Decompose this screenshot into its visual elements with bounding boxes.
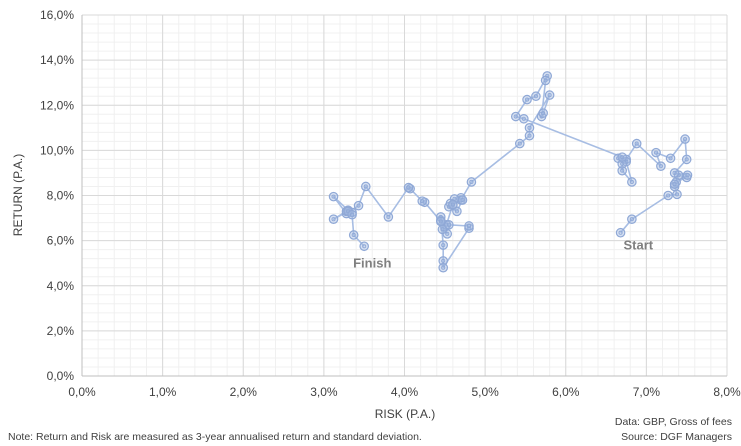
y-tick-label: 16,0% — [40, 8, 74, 22]
data-point — [328, 191, 339, 202]
source-label: Source: DGF Managers — [621, 431, 732, 443]
data-point — [359, 241, 369, 252]
data-point — [681, 154, 692, 165]
data-point — [663, 190, 673, 201]
data-point — [524, 123, 535, 133]
x-tick-label: 0,0% — [68, 385, 96, 399]
y-tick-label: 2,0% — [47, 324, 75, 338]
data-point — [519, 113, 529, 124]
data-point — [457, 195, 468, 205]
data-point — [444, 220, 454, 230]
x-tick-label: 8,0% — [713, 385, 741, 399]
data-point — [669, 168, 680, 178]
y-tick-label: 0,0% — [47, 369, 75, 383]
data-point — [347, 209, 357, 220]
data-point — [631, 138, 642, 149]
y-tick-label: 4,0% — [47, 279, 75, 293]
data-point — [438, 262, 448, 273]
data-point — [669, 179, 680, 190]
x-tick-label: 2,0% — [230, 385, 258, 399]
y-axis-title: RETURN (P.A.) — [11, 154, 25, 236]
data-point — [617, 152, 627, 162]
annotations: Start Finish — [353, 238, 654, 271]
x-tick-label: 4,0% — [391, 385, 419, 399]
annotation-start: Start — [624, 238, 654, 253]
data-point — [417, 196, 428, 206]
data-point — [448, 199, 458, 210]
data-point — [510, 111, 521, 122]
data-point — [403, 182, 414, 193]
data-point — [464, 221, 474, 231]
data-point — [672, 189, 682, 200]
x-tick-label: 6,0% — [552, 385, 580, 399]
data-point — [615, 227, 626, 238]
x-tick-label: 5,0% — [471, 385, 499, 399]
data-point — [627, 177, 637, 187]
data-point — [360, 181, 371, 192]
x-axis-title: RISK (P.A.) — [375, 407, 435, 421]
x-tick-label: 1,0% — [149, 385, 177, 399]
data-point — [617, 165, 627, 176]
data-point — [538, 108, 548, 118]
footnote: Note: Return and Risk are measured as 3-… — [8, 431, 422, 443]
data-point — [540, 75, 551, 86]
data-point — [524, 130, 535, 141]
data-point — [353, 200, 364, 211]
data-point — [680, 134, 690, 144]
x-tick-label: 7,0% — [633, 385, 661, 399]
data-point — [383, 212, 394, 222]
y-tick-label: 10,0% — [40, 143, 74, 157]
data-point — [531, 91, 541, 102]
data-point — [651, 147, 661, 158]
y-tick-label: 8,0% — [47, 189, 75, 203]
data-point — [544, 90, 555, 100]
data-point — [682, 170, 693, 180]
data-point — [514, 138, 525, 149]
data-point — [466, 177, 477, 187]
annotation-finish: Finish — [353, 256, 391, 271]
axes: 0,0% 1,0% 2,0% 3,0% 4,0% 5,0% 6,0% 7,0% 8,0% 0,0%… — [40, 8, 741, 399]
data-point — [627, 214, 637, 224]
series-risk-return — [328, 71, 693, 273]
data-point — [348, 230, 359, 240]
y-tick-label: 12,0% — [40, 98, 74, 112]
data-point — [438, 240, 448, 250]
y-tick-label: 14,0% — [40, 53, 74, 67]
data-point — [435, 216, 446, 227]
x-tick-label: 3,0% — [310, 385, 338, 399]
data-point — [656, 161, 666, 171]
data-point — [328, 214, 339, 224]
data-point — [522, 94, 532, 105]
grid — [81, 14, 728, 377]
data-point — [617, 159, 627, 169]
data-point — [438, 256, 448, 266]
data-label: Data: GBP, Gross of fees — [615, 416, 732, 428]
data-point — [665, 153, 676, 164]
y-tick-label: 6,0% — [47, 234, 75, 248]
